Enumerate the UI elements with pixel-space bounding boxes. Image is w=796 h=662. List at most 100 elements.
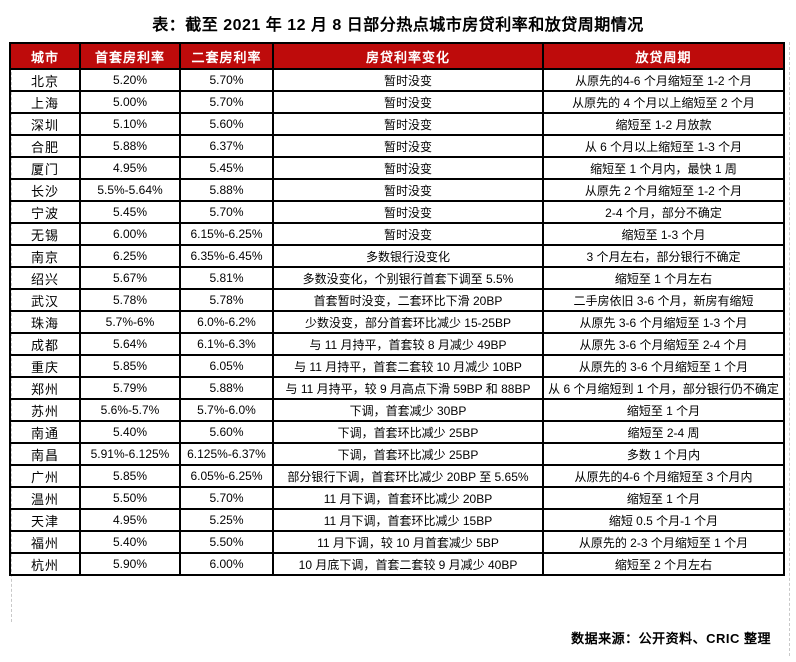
cell-lending-cycle: 从原先 3-6 个月缩短至 2-4 个月 [542, 332, 785, 356]
cell-first-home-rate: 5.7%-6% [79, 310, 181, 334]
cell-rate-change: 暂时没变 [272, 178, 544, 202]
mortgage-rate-table: 城市 首套房利率 二套房利率 房贷利率变化 放贷周期 北京 5.20% 5.70% 暂… [9, 42, 785, 576]
cell-second-home-rate: 6.35%-6.45% [179, 244, 274, 268]
table-row: 宁波 5.45% 5.70% 暂时没变 2-4 个月，部分不确定 [9, 200, 785, 224]
table-row: 无锡 6.00% 6.15%-6.25% 暂时没变 缩短至 1-3 个月 [9, 222, 785, 246]
column-header-city: 城市 [9, 42, 81, 70]
page-break-line-right [789, 42, 790, 656]
cell-rate-change: 暂时没变 [272, 112, 544, 136]
data-source: 数据来源：公开资料、CRIC 整理 [571, 631, 771, 646]
cell-city: 珠海 [9, 310, 81, 334]
table-row: 郑州 5.79% 5.88% 与 11 月持平，较 9 月高点下滑 59BP 和 88… [9, 376, 785, 400]
cell-city: 南通 [9, 420, 81, 444]
cell-rate-change: 下调，首套环比减少 25BP [272, 442, 544, 466]
cell-lending-cycle: 缩短至 1 个月 [542, 486, 785, 510]
cell-rate-change: 下调，首套环比减少 25BP [272, 420, 544, 444]
cell-city: 北京 [9, 68, 81, 92]
cell-rate-change: 多数没变化，个别银行首套下调至 5.5% [272, 266, 544, 290]
cell-city: 无锡 [9, 222, 81, 246]
cell-first-home-rate: 5.20% [79, 68, 181, 92]
table-row: 合肥 5.88% 6.37% 暂时没变从 6 个月以上缩短至 1-3 个月 [9, 134, 785, 158]
table-row: 南京 6.25% 6.35%-6.45% 多数银行没变化 3 个月左右，部分银行不确定 [9, 244, 785, 268]
cell-second-home-rate: 5.50% [179, 530, 274, 554]
cell-first-home-rate: 5.50% [79, 486, 181, 510]
cell-city: 深圳 [9, 112, 81, 136]
cell-rate-change: 下调，首套减少 30BP [272, 398, 544, 422]
cell-second-home-rate: 6.0%-6.2% [179, 310, 274, 334]
cell-first-home-rate: 5.00% [79, 90, 181, 114]
cell-lending-cycle: 从原先的4-6 个月缩短至 1-2 个月 [542, 68, 785, 92]
cell-rate-change: 多数银行没变化 [272, 244, 544, 268]
cell-city: 合肥 [9, 134, 81, 158]
column-header-first-home-rate: 首套房利率 [79, 42, 181, 70]
cell-city: 宁波 [9, 200, 81, 224]
cell-rate-change: 11 月下调，较 10 月首套减少 5BP [272, 530, 544, 554]
cell-first-home-rate: 6.25% [79, 244, 181, 268]
cell-rate-change: 与 11 月持平，较 9 月高点下滑 59BP 和 88BP [272, 376, 544, 400]
cell-second-home-rate: 5.88% [179, 376, 274, 400]
cell-rate-change: 首套暂时没变，二套环比下滑 20BP [272, 288, 544, 312]
cell-city: 杭州 [9, 552, 81, 576]
cell-rate-change: 11 月下调，首套环比减少 20BP [272, 486, 544, 510]
cell-lending-cycle: 缩短至 2 个月左右 [542, 552, 785, 576]
cell-first-home-rate: 5.40% [79, 530, 181, 554]
cell-second-home-rate: 5.60% [179, 112, 274, 136]
cell-first-home-rate: 6.00% [79, 222, 181, 246]
table-row: 成都 5.64% 6.1%-6.3% 与 11 月持平，首套较 8 月减少 49BP 从… [9, 332, 785, 356]
cell-second-home-rate: 5.70% [179, 68, 274, 92]
cell-rate-change: 暂时没变 [272, 200, 544, 224]
cell-second-home-rate: 5.81% [179, 266, 274, 290]
table-row: 武汉 5.78% 5.78% 首套暂时没变，二套环比下滑 20BP 二手房依旧 3-6 … [9, 288, 785, 312]
table-row: 天津 4.95% 5.25% 11 月下调，首套环比减少 15BP 缩短 0.5 个月-… [9, 508, 785, 532]
column-header-lending-cycle: 放贷周期 [542, 42, 785, 70]
cell-rate-change: 与 11 月持平，首套较 8 月减少 49BP [272, 332, 544, 356]
cell-second-home-rate: 6.125%-6.37% [179, 442, 274, 466]
cell-city: 南京 [9, 244, 81, 268]
cell-first-home-rate: 5.6%-5.7% [79, 398, 181, 422]
cell-lending-cycle: 从原先的 3-6 个月缩短至 1 个月 [542, 354, 785, 378]
cell-second-home-rate: 5.78% [179, 288, 274, 312]
cell-city: 成都 [9, 332, 81, 356]
cell-lending-cycle: 从原先的4-6 个月缩短至 3 个月内 [542, 464, 785, 488]
cell-city: 天津 [9, 508, 81, 532]
cell-rate-change: 10 月底下调，首套二套较 9 月减少 40BP [272, 552, 544, 576]
cell-rate-change: 11 月下调，首套环比减少 15BP [272, 508, 544, 532]
cell-first-home-rate: 5.40% [79, 420, 181, 444]
cell-first-home-rate: 5.85% [79, 464, 181, 488]
cell-first-home-rate: 5.45% [79, 200, 181, 224]
table-title: 表：截至 2021 年 12 月 8 日部分热点城市房贷利率和放贷周期情况 [152, 17, 644, 34]
table-row: 南通 5.40% 5.60% 下调，首套环比减少 25BP 缩短至 2-4 周 [9, 420, 785, 444]
cell-rate-change: 暂时没变 [272, 222, 544, 246]
cell-rate-change: 部分银行下调，首套环比减少 20BP 至 5.65% [272, 464, 544, 488]
cell-lending-cycle: 缩短至 1-2 月放款 [542, 112, 785, 136]
cell-second-home-rate: 6.00% [179, 552, 274, 576]
cell-lending-cycle: 2-4 个月，部分不确定 [542, 200, 785, 224]
table-body: 北京 5.20% 5.70% 暂时没变 从原先的4-6 个月缩短至 1-2 个月 上海 5.… [9, 68, 785, 576]
table-row: 上海 5.00% 5.70% 暂时没变 从原先的 4 个月以上缩短至 2 个月 [9, 90, 785, 114]
cell-lending-cycle: 从原先 3-6 个月缩短至 1-3 个月 [542, 310, 785, 334]
cell-city: 厦门 [9, 156, 81, 180]
cell-first-home-rate: 5.5%-5.64% [79, 178, 181, 202]
table-row: 长沙 5.5%-5.64% 5.88% 暂时没变 从原先 2 个月缩短至 1-2 个月 [9, 178, 785, 202]
cell-lending-cycle: 缩短至 1 个月 [542, 398, 785, 422]
cell-second-home-rate: 5.45% [179, 156, 274, 180]
cell-second-home-rate: 5.25% [179, 508, 274, 532]
cell-city: 绍兴 [9, 266, 81, 290]
cell-first-home-rate: 5.88% [79, 134, 181, 158]
cell-second-home-rate: 5.7%-6.0% [179, 398, 274, 422]
table-row: 南昌 5.91%-6.125% 6.125%-6.37% 下调，首套环比减少 25BP… [9, 442, 785, 466]
cell-city: 福州 [9, 530, 81, 554]
cell-first-home-rate: 5.67% [79, 266, 181, 290]
table-row: 温州 5.50% 5.70% 11 月下调，首套环比减少 20BP 缩短至 1 个月 [9, 486, 785, 510]
cell-first-home-rate: 5.10% [79, 112, 181, 136]
cell-lending-cycle: 从原先 2 个月缩短至 1-2 个月 [542, 178, 785, 202]
table-row: 广州 5.85% 6.05%-6.25% 部分银行下调，首套环比减少 20BP 至 5… [9, 464, 785, 488]
cell-lending-cycle: 缩短至 1 个月左右 [542, 266, 785, 290]
column-header-second-home-rate: 二套房利率 [179, 42, 274, 70]
cell-lending-cycle: 3 个月左右，部分银行不确定 [542, 244, 785, 268]
table-row: 苏州 5.6%-5.7% 5.7%-6.0% 下调，首套减少 30BP 缩短至 1 个月 [9, 398, 785, 422]
cell-second-home-rate: 5.88% [179, 178, 274, 202]
cell-lending-cycle: 二手房依旧 3-6 个月，新房有缩短 [542, 288, 785, 312]
table-row: 深圳 5.10% 5.60% 暂时没变 缩短至 1-2 月放款 [9, 112, 785, 136]
cell-lending-cycle: 从原先的 4 个月以上缩短至 2 个月 [542, 90, 785, 114]
